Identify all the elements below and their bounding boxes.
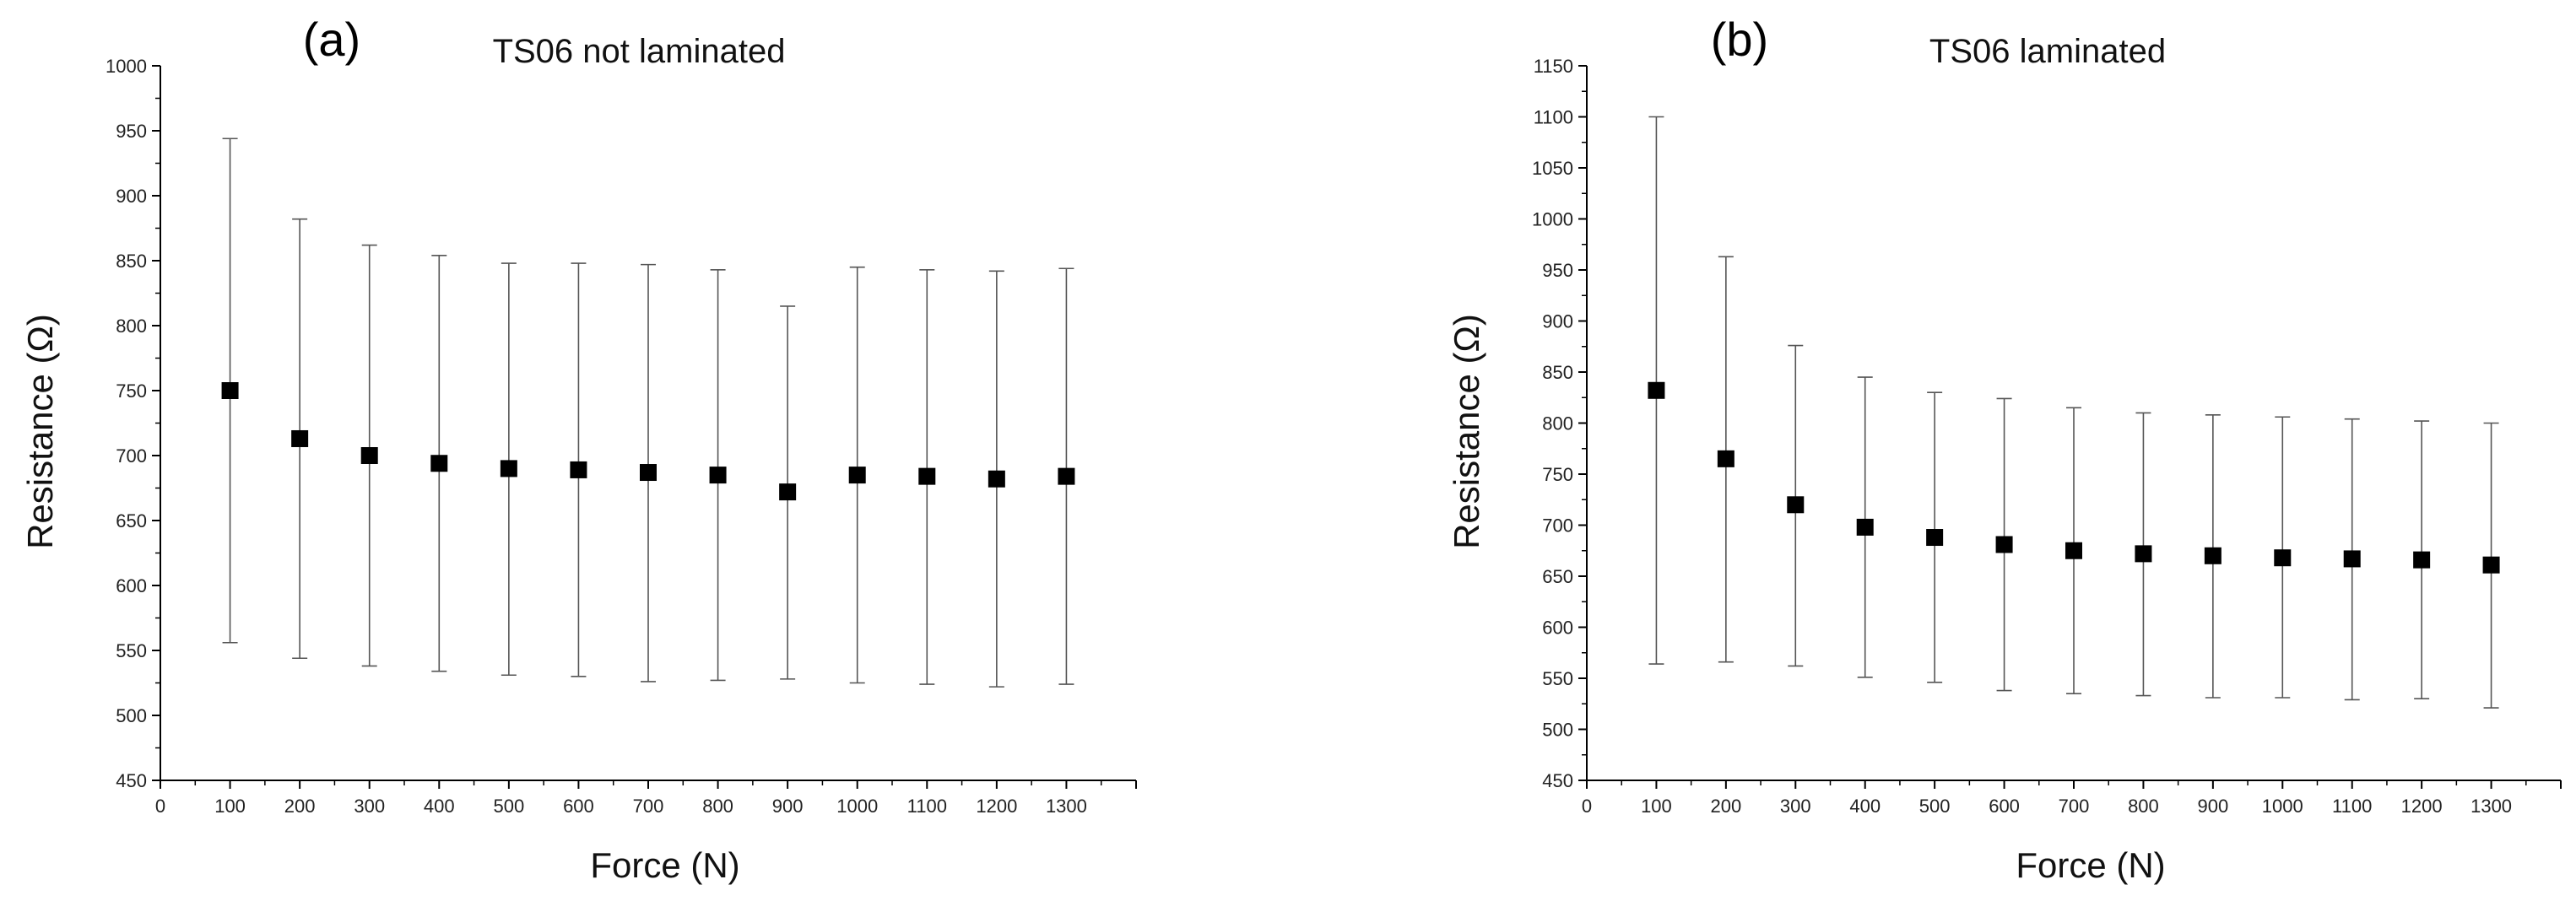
x-tick-label: 0 xyxy=(1582,796,1592,817)
x-tick-label: 400 xyxy=(1849,796,1881,817)
x-tick-label: 900 xyxy=(772,796,804,817)
data-point xyxy=(1856,518,1874,536)
x-tick-label: 1000 xyxy=(836,796,878,817)
data-point xyxy=(360,447,378,464)
x-tick-label: 1200 xyxy=(976,796,1017,817)
x-tick-label: 600 xyxy=(563,796,594,817)
x-tick-label: 1300 xyxy=(1046,796,1087,817)
x-tick-label: 0 xyxy=(155,796,165,817)
y-tick-label: 1050 xyxy=(1532,158,1573,179)
y-tick-label: 550 xyxy=(1542,668,1573,689)
x-axis-label: Force (N) xyxy=(2016,845,2165,885)
y-tick-label: 450 xyxy=(1542,770,1573,791)
x-tick-label: 500 xyxy=(493,796,524,817)
y-tick-label: 750 xyxy=(1542,464,1573,485)
x-tick-label: 1100 xyxy=(907,796,947,817)
data-point xyxy=(2343,550,2361,568)
y-tick-label: 550 xyxy=(116,640,147,661)
data-point xyxy=(2065,542,2082,559)
x-tick-label: 1200 xyxy=(2401,796,2443,817)
x-tick-label: 1000 xyxy=(2262,796,2303,817)
data-point xyxy=(1995,536,2013,553)
chart-panel-1: 450 500 550 600 650 700 750 800 850 900 950 1000 0 10… xyxy=(20,13,1137,885)
y-tick-label: 450 xyxy=(116,770,147,791)
y-tick-label: 800 xyxy=(116,316,147,337)
data-point xyxy=(1787,496,1805,514)
data-point xyxy=(2482,556,2500,574)
data-point xyxy=(2413,551,2431,569)
chart-title: TS06 not laminated xyxy=(493,33,786,70)
panel-label: (a) xyxy=(303,13,360,66)
y-tick-label: 600 xyxy=(116,575,147,596)
y-tick-label: 850 xyxy=(116,251,147,272)
y-tick-label: 700 xyxy=(1542,515,1573,537)
y-tick-label: 800 xyxy=(1542,413,1573,434)
data-point xyxy=(709,467,727,484)
y-tick-label: 1000 xyxy=(1532,209,1573,230)
data-point xyxy=(2204,547,2222,564)
x-tick-label: 800 xyxy=(702,796,733,817)
x-tick-label: 500 xyxy=(1919,796,1951,817)
y-tick-label: 650 xyxy=(116,510,147,531)
x-tick-label: 400 xyxy=(424,796,455,817)
data-point xyxy=(500,460,517,477)
x-tick-label: 1300 xyxy=(2470,796,2512,817)
x-tick-label: 100 xyxy=(1641,796,1672,817)
y-axis-label: Resistance (Ω) xyxy=(1447,314,1486,549)
x-tick-label: 300 xyxy=(354,796,385,817)
x-tick-label: 200 xyxy=(1710,796,1741,817)
y-tick-label: 700 xyxy=(116,445,147,467)
data-point xyxy=(779,483,797,501)
y-tick-label: 850 xyxy=(1542,362,1573,383)
y-tick-label: 500 xyxy=(116,705,147,726)
y-tick-label: 600 xyxy=(1542,618,1573,639)
data-point xyxy=(221,382,239,399)
y-tick-label: 950 xyxy=(116,121,147,142)
x-tick-label: 300 xyxy=(1780,796,1811,817)
data-point xyxy=(430,455,448,472)
y-tick-label: 900 xyxy=(116,186,147,207)
data-point xyxy=(1058,467,1075,485)
y-axis-label: Resistance (Ω) xyxy=(20,314,60,549)
data-point xyxy=(988,470,1005,488)
data-point xyxy=(570,461,587,478)
x-tick-label: 700 xyxy=(633,796,664,817)
y-tick-label: 750 xyxy=(116,380,147,402)
data-point xyxy=(640,464,657,482)
y-tick-label: 500 xyxy=(1542,720,1573,741)
x-tick-label: 100 xyxy=(214,796,246,817)
data-point xyxy=(1926,529,1944,547)
panel-label: (b) xyxy=(1711,13,1768,66)
data-point xyxy=(848,467,866,484)
x-axis-label: Force (N) xyxy=(590,845,739,885)
chart-title: TS06 laminated xyxy=(1929,33,2166,70)
x-tick-label: 1100 xyxy=(2332,796,2372,817)
y-tick-label: 1000 xyxy=(106,56,147,77)
data-point xyxy=(1648,381,1665,399)
y-tick-label: 1150 xyxy=(1534,56,1573,77)
data-point xyxy=(2135,545,2152,563)
y-tick-label: 650 xyxy=(1542,566,1573,587)
data-point xyxy=(291,429,309,447)
x-tick-label: 600 xyxy=(1989,796,2020,817)
data-point xyxy=(918,467,936,485)
y-tick-label: 1100 xyxy=(1534,107,1573,128)
chart-panel-2: 4505005506006507007508008509009501000105… xyxy=(1447,13,2562,885)
data-point xyxy=(1717,450,1734,467)
y-tick-label: 950 xyxy=(1542,260,1573,281)
x-tick-label: 700 xyxy=(2059,796,2090,817)
y-tick-label: 900 xyxy=(1542,311,1573,332)
data-point xyxy=(2274,549,2292,567)
x-tick-label: 200 xyxy=(284,796,316,817)
x-tick-label: 900 xyxy=(2197,796,2228,817)
x-tick-label: 800 xyxy=(2128,796,2159,817)
